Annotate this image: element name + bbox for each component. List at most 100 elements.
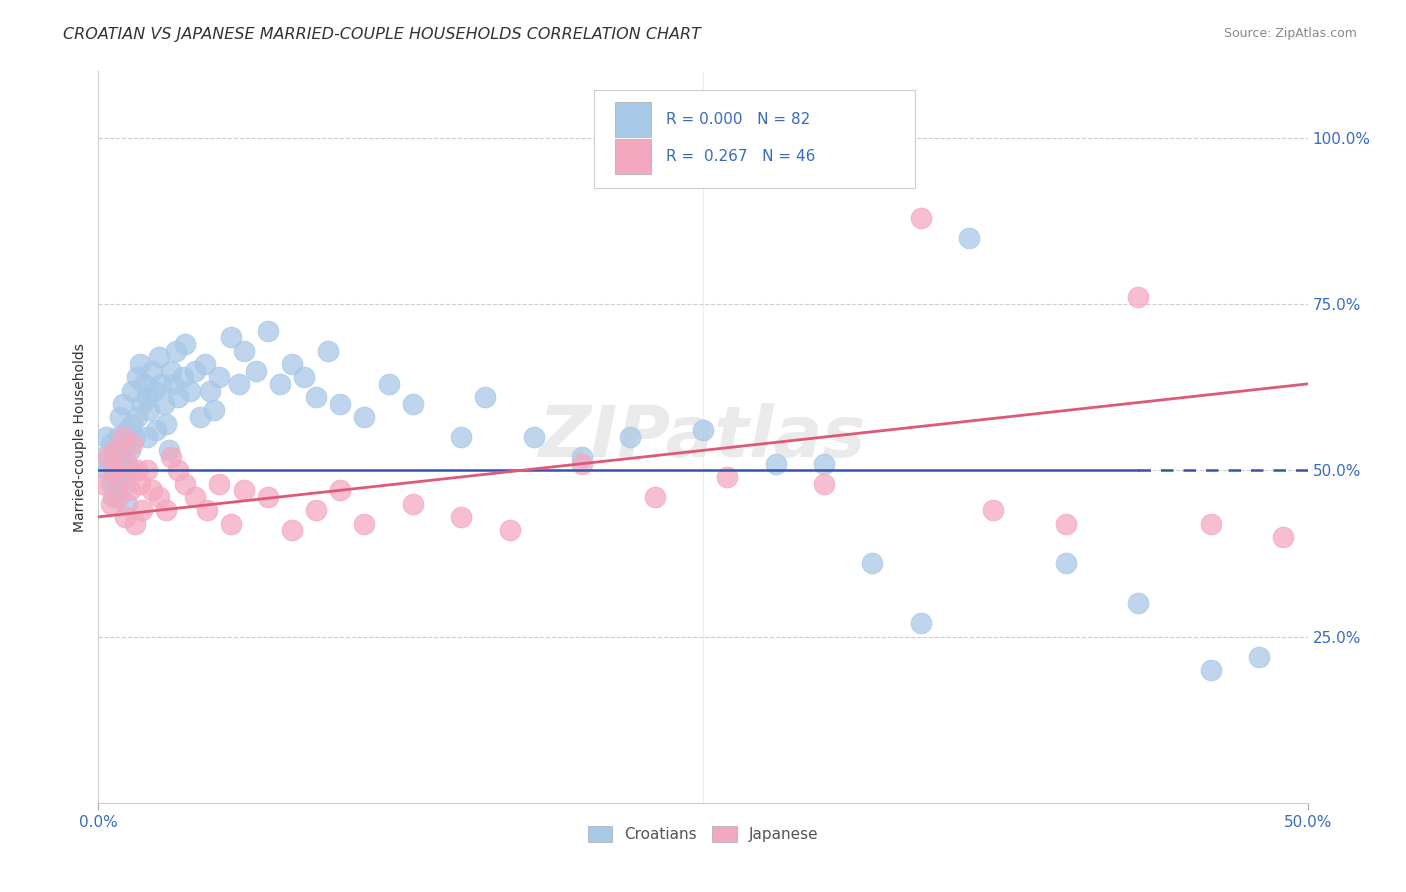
- Point: [141, 363, 163, 377]
- Point: [172, 370, 194, 384]
- Point: [107, 483, 129, 498]
- Point: [155, 503, 177, 517]
- Point: [1128, 290, 1150, 304]
- Point: [124, 516, 146, 531]
- Point: [145, 424, 167, 438]
- Point: [221, 516, 243, 531]
- Point: [1249, 649, 1271, 664]
- Point: [157, 443, 180, 458]
- Point: [152, 397, 174, 411]
- Point: [208, 476, 231, 491]
- FancyBboxPatch shape: [614, 102, 651, 137]
- Point: [1054, 516, 1077, 531]
- Point: [114, 509, 136, 524]
- Point: [450, 509, 472, 524]
- Point: [117, 424, 139, 438]
- Point: [111, 397, 134, 411]
- Point: [108, 470, 131, 484]
- Point: [256, 324, 278, 338]
- Point: [765, 457, 787, 471]
- Point: [121, 384, 143, 398]
- Point: [269, 376, 291, 391]
- Point: [94, 430, 117, 444]
- Point: [184, 363, 207, 377]
- Point: [232, 343, 254, 358]
- Text: ZIPatlas: ZIPatlas: [540, 402, 866, 472]
- Point: [813, 476, 835, 491]
- Point: [813, 457, 835, 471]
- FancyBboxPatch shape: [614, 138, 651, 174]
- Point: [134, 376, 156, 391]
- Point: [981, 503, 1004, 517]
- Point: [150, 376, 173, 391]
- Point: [174, 476, 197, 491]
- Point: [97, 463, 120, 477]
- Point: [165, 343, 187, 358]
- Point: [91, 476, 114, 491]
- Point: [100, 436, 122, 450]
- Point: [148, 351, 170, 365]
- Point: [377, 376, 399, 391]
- Point: [101, 457, 124, 471]
- Point: [100, 497, 122, 511]
- Point: [162, 376, 184, 391]
- Point: [135, 430, 157, 444]
- Point: [245, 363, 267, 377]
- Point: [124, 430, 146, 444]
- Point: [127, 463, 149, 477]
- Point: [143, 384, 166, 398]
- Point: [100, 476, 122, 491]
- Point: [160, 450, 183, 464]
- Point: [108, 410, 131, 425]
- Point: [114, 436, 136, 450]
- Point: [402, 497, 425, 511]
- Point: [104, 470, 127, 484]
- Point: [141, 483, 163, 498]
- Point: [204, 403, 226, 417]
- Point: [167, 390, 190, 404]
- Point: [450, 430, 472, 444]
- Text: CROATIAN VS JAPANESE MARRIED-COUPLE HOUSEHOLDS CORRELATION CHART: CROATIAN VS JAPANESE MARRIED-COUPLE HOUS…: [63, 27, 702, 42]
- Point: [127, 370, 149, 384]
- Point: [316, 343, 339, 358]
- Point: [107, 490, 129, 504]
- Point: [221, 330, 243, 344]
- Point: [910, 211, 932, 225]
- Point: [174, 337, 197, 351]
- Text: R =  0.267   N = 46: R = 0.267 N = 46: [665, 149, 815, 164]
- Point: [232, 483, 254, 498]
- Point: [135, 390, 157, 404]
- Point: [91, 450, 114, 464]
- Point: [692, 424, 714, 438]
- Point: [910, 616, 932, 631]
- Point: [114, 476, 136, 491]
- Point: [1272, 530, 1295, 544]
- Text: Source: ZipAtlas.com: Source: ZipAtlas.com: [1223, 27, 1357, 40]
- Point: [198, 384, 221, 398]
- Point: [101, 463, 124, 477]
- Text: R = 0.000   N = 82: R = 0.000 N = 82: [665, 112, 810, 128]
- Point: [127, 410, 149, 425]
- Point: [121, 417, 143, 431]
- Point: [135, 463, 157, 477]
- Point: [353, 410, 375, 425]
- Point: [305, 503, 328, 517]
- Point: [97, 450, 120, 464]
- Point: [1199, 663, 1222, 677]
- Point: [208, 370, 231, 384]
- Point: [402, 397, 425, 411]
- Point: [281, 523, 304, 537]
- Point: [104, 443, 127, 458]
- Point: [1128, 596, 1150, 610]
- Point: [118, 443, 141, 458]
- Point: [571, 457, 593, 471]
- Point: [108, 450, 131, 464]
- Point: [167, 463, 190, 477]
- Point: [957, 230, 980, 244]
- Point: [138, 403, 160, 417]
- Y-axis label: Married-couple Households: Married-couple Households: [73, 343, 87, 532]
- Point: [148, 490, 170, 504]
- Point: [111, 463, 134, 477]
- Point: [523, 430, 546, 444]
- Point: [179, 384, 201, 398]
